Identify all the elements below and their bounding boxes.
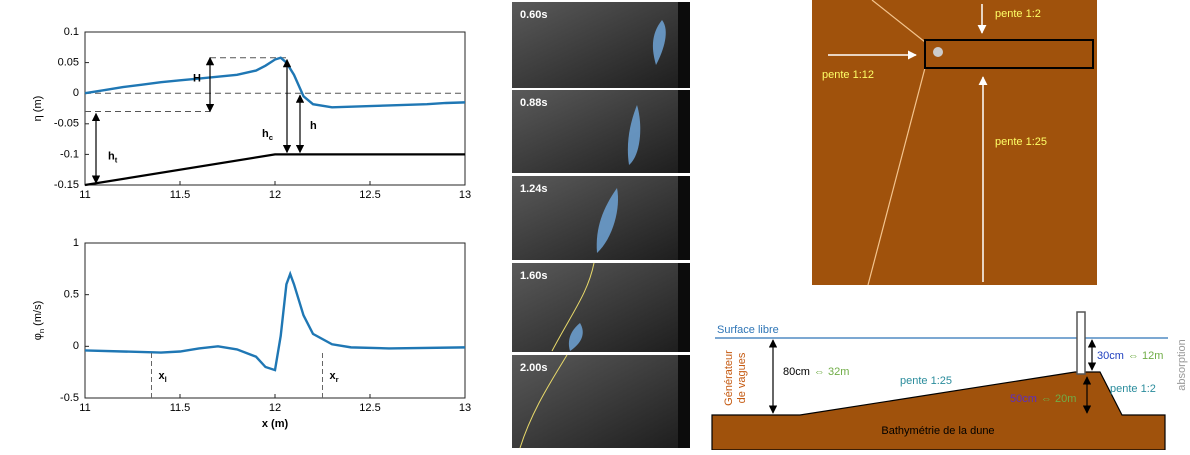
x-tick-label: 12.5: [359, 189, 380, 201]
photo-wall: [678, 2, 690, 88]
annotation-part: H: [193, 73, 201, 85]
dune-height-label-prototype: ⇔ 20m: [1041, 393, 1076, 405]
annotation-sub: l: [165, 375, 167, 384]
dune-height-label-model: 50cm: [1010, 393, 1037, 405]
photo: 1.60s: [512, 262, 690, 352]
photo-frame: [512, 90, 690, 173]
bathymetry-label: Bathymétrie de la dune: [881, 425, 994, 437]
crest-label: 30cm ⇔ 12m: [1097, 350, 1163, 362]
wave-foam: [596, 188, 619, 253]
x-tick-label: 13: [459, 402, 471, 414]
series-line: [84, 270, 466, 372]
photo: 0.88s: [512, 90, 690, 173]
absorption-label: absorption: [1176, 339, 1188, 390]
photo: 2.00s: [512, 354, 690, 449]
slope-label: pente 1:12: [822, 69, 874, 81]
annotation-sub: t: [115, 155, 118, 164]
cross-section: [711, 311, 1168, 451]
annotation: H: [193, 73, 201, 85]
photo-time: 1.60s: [520, 270, 548, 282]
crest-label-model: 30cm: [1097, 350, 1124, 362]
annotation-sub: c: [269, 133, 274, 142]
photo: 1.24s: [512, 176, 690, 260]
y-tick-label: -0.05: [54, 118, 79, 130]
y-tick-label: -0.1: [60, 148, 79, 160]
series-line: [84, 56, 466, 109]
x-tick-label: 13: [459, 189, 471, 201]
x-tick-label: 12.5: [359, 402, 380, 414]
annotation-part: h: [262, 128, 269, 140]
x-tick-label: 11.5: [170, 189, 191, 201]
y-tick-label: 0.05: [58, 57, 79, 69]
x-tick-label: 11: [79, 189, 90, 201]
annotation-part: x: [159, 370, 166, 382]
photo-frame: [512, 355, 690, 448]
back-slope-label: pente 1:2: [1110, 383, 1156, 395]
y-tick-label: -0.15: [54, 179, 79, 191]
annotation: h: [310, 120, 317, 132]
depth-label-model: 80cm: [783, 366, 810, 378]
y-tick-label: 0.1: [64, 26, 79, 38]
series-line: [84, 153, 465, 187]
basin: [812, 0, 1097, 285]
y-tick-label: 0: [73, 87, 79, 99]
x-axis-label: x (m): [262, 418, 289, 430]
wave-foam: [627, 105, 641, 165]
shoreline: [519, 354, 568, 449]
photo-wall: [678, 355, 690, 448]
x-tick-label: 12: [269, 189, 281, 201]
annotation: xr: [330, 370, 339, 384]
generator-line: de vagues: [736, 352, 748, 403]
wave-foam: [652, 20, 666, 65]
depth-label-prototype: ⇔ 32m: [814, 366, 849, 378]
annotation: ht: [108, 150, 118, 164]
photo-time: 0.88s: [520, 97, 548, 109]
slope-label: pente 1:25: [900, 375, 952, 387]
annotation-part: x: [330, 370, 337, 382]
y-tick-label: 1: [73, 237, 79, 249]
photo-wall: [678, 90, 690, 173]
photo-time: 0.60s: [520, 9, 548, 21]
plan-view: [812, 0, 1097, 286]
plot-frame: [84, 31, 466, 186]
y-tick-label: 0.5: [64, 289, 79, 301]
plot-frame: [84, 242, 466, 399]
y-axis-label-part: (m/s): [32, 301, 44, 326]
generator-line: Générateur: [723, 350, 735, 406]
photo-wall: [678, 263, 690, 352]
y-tick-label: -0.5: [60, 392, 79, 404]
photo: 0.60s: [512, 2, 690, 88]
y-axis-label-part: φ: [32, 333, 44, 340]
photo-wall: [678, 176, 690, 260]
y-axis-label: φn (m/s): [32, 301, 46, 340]
wave-foam: [568, 323, 583, 351]
photo-time: 2.00s: [520, 362, 548, 374]
surface-label: Surface libre: [717, 324, 779, 336]
photo-frame: [512, 263, 690, 352]
annotation-sub: r: [336, 375, 339, 384]
annotation: xl: [159, 370, 167, 384]
annotation-part: h: [108, 150, 115, 162]
x-tick-label: 12: [269, 402, 281, 414]
y-axis-label-part: (m): [32, 96, 44, 113]
slope-label: pente 1:2: [995, 8, 1041, 20]
y-axis-label-part: η: [32, 115, 44, 121]
dune-height-label: 50cm ⇔ 20m: [1010, 393, 1076, 405]
annotation-part: h: [310, 120, 317, 132]
x-tick-label: 11: [79, 402, 90, 414]
photo-time: 1.24s: [520, 183, 548, 195]
slope-label: pente 1:25: [995, 136, 1047, 148]
y-axis-label: η (m): [32, 96, 44, 122]
generator-label: Générateurde vagues: [723, 350, 748, 406]
y-axis-label-sub: n: [37, 329, 46, 333]
crest-label-prototype: ⇔ 12m: [1128, 350, 1163, 362]
depth-label: 80cm ⇔ 32m: [783, 366, 849, 378]
shoreline: [551, 262, 595, 352]
annotation: hc: [262, 128, 274, 142]
x-tick-label: 11.5: [170, 402, 191, 414]
y-tick-label: 0: [73, 340, 79, 352]
